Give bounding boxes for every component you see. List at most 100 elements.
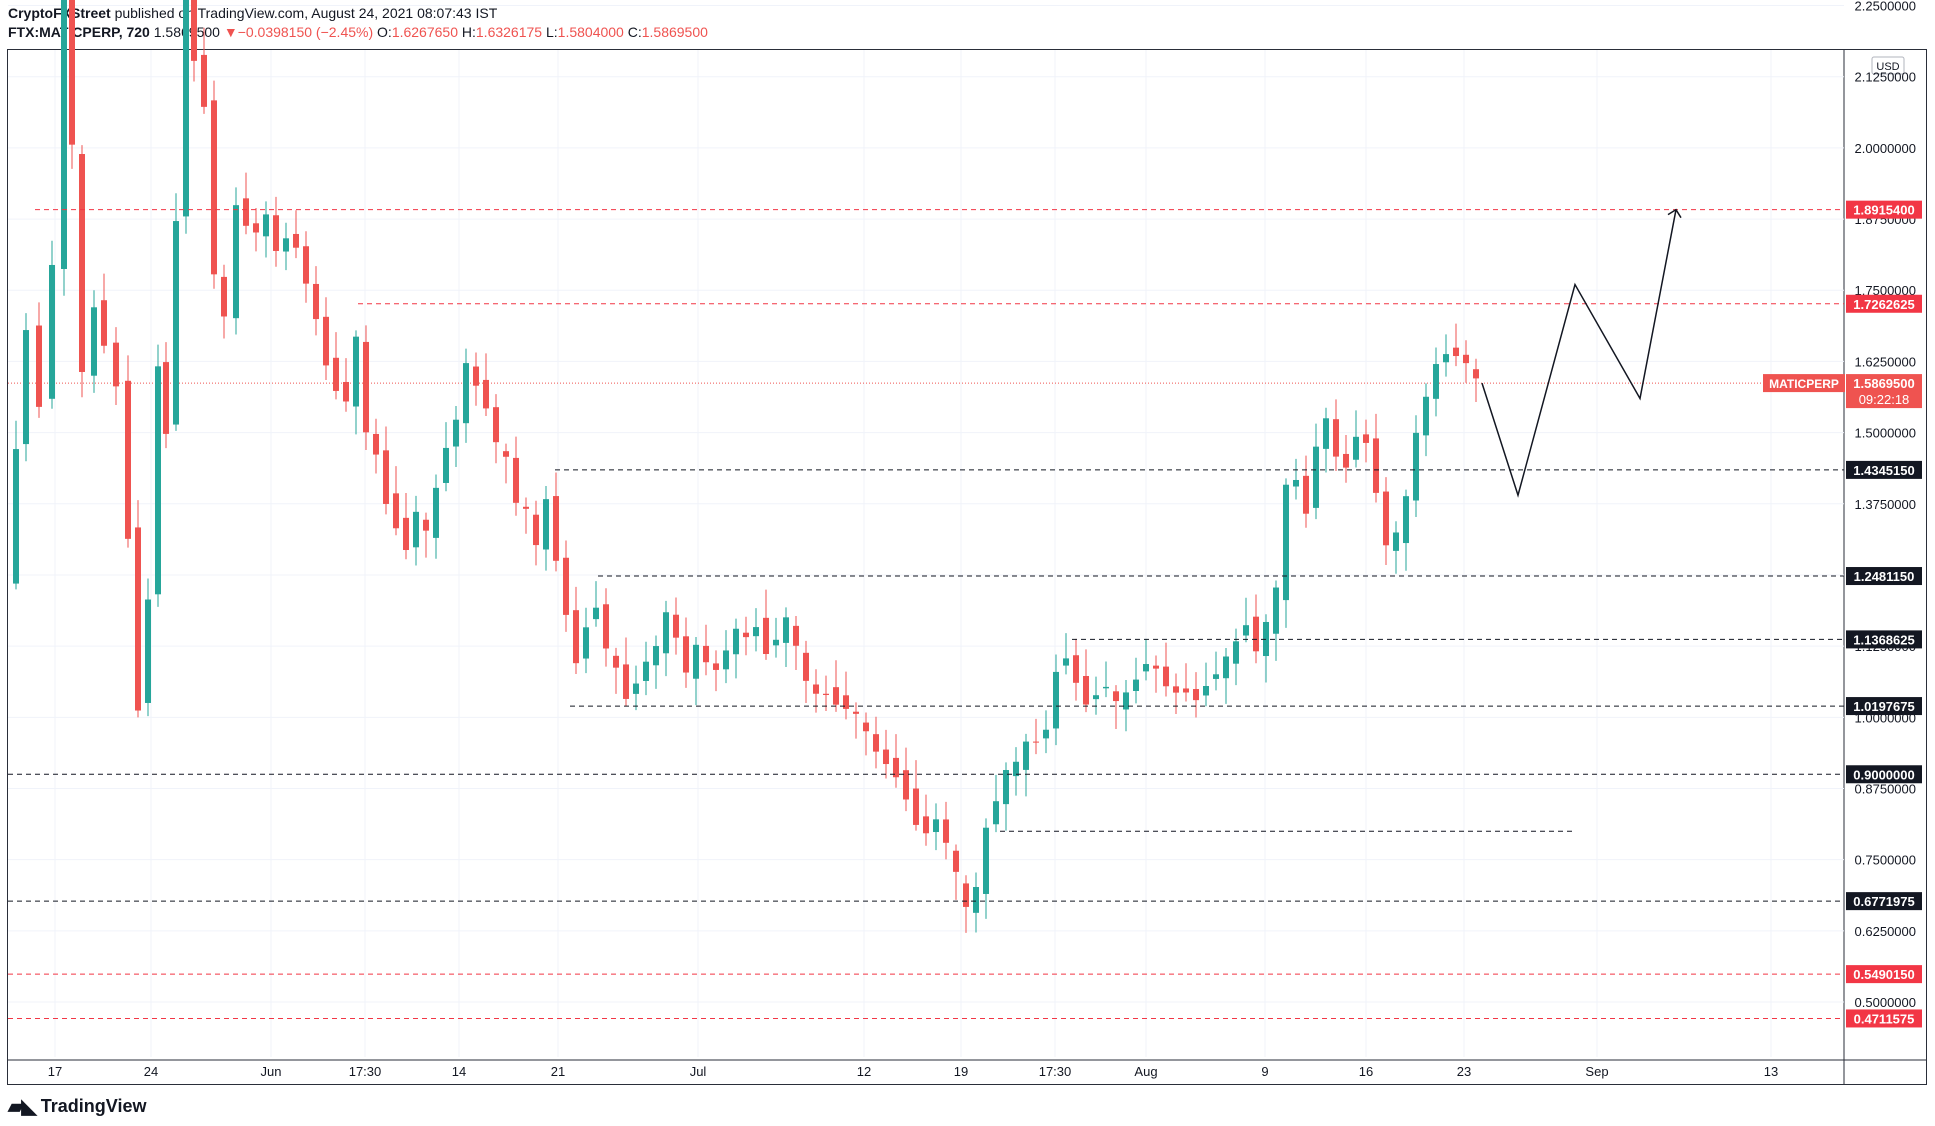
candle-body xyxy=(953,850,959,872)
level-label-text: 0.6771975 xyxy=(1853,894,1914,909)
level-label: 0.5490150 xyxy=(1846,965,1922,984)
candle xyxy=(363,325,369,451)
candle-body xyxy=(1063,658,1069,666)
candle-body xyxy=(79,154,85,372)
candle-body xyxy=(853,711,859,714)
candle xyxy=(903,747,909,812)
level-label-bg xyxy=(1846,630,1922,649)
candle xyxy=(1153,655,1159,693)
candle-body xyxy=(713,663,719,670)
candle-body xyxy=(703,645,709,663)
price-tick-label: 2.1250000 xyxy=(1855,70,1916,85)
candle xyxy=(853,702,859,739)
candle xyxy=(221,264,227,339)
level-label-bg xyxy=(1846,965,1922,984)
candle xyxy=(523,497,529,534)
level-label-bg xyxy=(1846,567,1922,586)
candle xyxy=(483,353,489,416)
candle xyxy=(353,330,359,435)
candle xyxy=(933,803,939,851)
level-label-text: 1.7262625 xyxy=(1853,297,1914,312)
candle xyxy=(553,472,559,572)
candle xyxy=(603,588,609,667)
candle-body xyxy=(423,519,429,531)
time-tick-label: 23 xyxy=(1457,1064,1471,1079)
projection-line xyxy=(1481,209,1677,498)
tradingview-logo[interactable]: ▰◣ TradingView xyxy=(8,1094,146,1119)
candle xyxy=(49,240,55,409)
candle-body xyxy=(483,379,489,409)
candle xyxy=(993,774,999,833)
candle xyxy=(1423,383,1429,457)
candle xyxy=(323,297,329,380)
candles xyxy=(13,0,1479,933)
candle xyxy=(773,617,779,658)
candle-body xyxy=(1383,491,1389,546)
candle xyxy=(1093,676,1099,715)
candle-body xyxy=(1413,432,1419,501)
candle xyxy=(233,187,239,335)
candle-body xyxy=(1303,475,1309,514)
candle xyxy=(173,193,179,431)
candle-body xyxy=(1393,532,1399,551)
candle-body xyxy=(113,342,119,387)
candle-body xyxy=(693,644,699,679)
candle-body xyxy=(91,307,97,376)
candle xyxy=(713,650,719,692)
tv-logo-icon: ▰◣ xyxy=(8,1096,37,1118)
candle-body xyxy=(145,599,151,703)
candle-body xyxy=(183,0,189,217)
level-label: 0.9000000 xyxy=(1846,765,1922,784)
symbol-label[interactable]: FTX:MATICPERP, 720 xyxy=(8,24,150,40)
candle-body xyxy=(23,330,29,445)
level-label-text: 0.9000000 xyxy=(1853,767,1914,782)
symbol-tag-bg xyxy=(1763,374,1845,393)
candle-body xyxy=(1013,761,1019,777)
time-axis: 17 24 Jun 17:30 14 21 Jul 12 19 17:30 Aug 9 16 23 Sep 1… xyxy=(48,1064,1778,1079)
candle xyxy=(563,540,569,632)
candle xyxy=(1333,399,1339,471)
candle-body xyxy=(753,627,759,637)
candle xyxy=(1303,455,1309,528)
candle xyxy=(813,669,819,713)
candle-body xyxy=(1433,364,1439,399)
candle xyxy=(1163,642,1169,697)
candle-body xyxy=(1163,666,1169,687)
candle-body xyxy=(1373,438,1379,493)
candle-body xyxy=(1073,655,1079,683)
candle-body xyxy=(233,205,239,319)
symbol-tag: MATICPERP xyxy=(1769,377,1839,391)
candle xyxy=(623,637,629,707)
candle-body xyxy=(963,883,969,907)
currency-label: USD xyxy=(1876,61,1899,73)
level-label-bg xyxy=(1846,892,1922,911)
candle-body xyxy=(823,693,829,696)
price-tick-label: 1.7500000 xyxy=(1855,283,1916,298)
price-change: −0.0398150 (−2.45%) xyxy=(237,24,374,40)
candle-body xyxy=(683,636,689,673)
candle xyxy=(663,600,669,677)
time-tick-label: 21 xyxy=(551,1064,565,1079)
candle xyxy=(913,760,919,831)
time-tick-label: 9 xyxy=(1261,1064,1268,1079)
candle xyxy=(863,712,869,756)
candle-body xyxy=(503,451,509,457)
candle xyxy=(1213,651,1219,691)
candle xyxy=(783,607,789,668)
down-arrow-icon: ▼ xyxy=(223,24,238,40)
publisher-name[interactable]: CryptoFXStreet xyxy=(8,5,111,21)
chart-frame[interactable] xyxy=(7,49,1927,1085)
candle xyxy=(803,640,809,704)
candle-body xyxy=(253,223,259,233)
candle xyxy=(1123,680,1129,732)
candle xyxy=(633,665,639,711)
candle xyxy=(1193,672,1199,718)
candle xyxy=(873,716,879,769)
candle xyxy=(183,0,189,234)
candle xyxy=(923,794,929,846)
candle xyxy=(1073,638,1079,701)
candle-body xyxy=(513,457,519,503)
candle-body xyxy=(293,233,299,248)
candle-body xyxy=(623,664,629,699)
